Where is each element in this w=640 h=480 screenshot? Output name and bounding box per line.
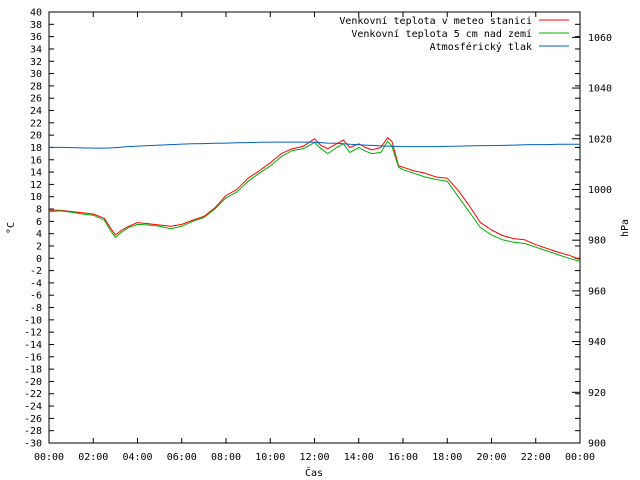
y-tick-label: -28 <box>24 426 42 437</box>
y2-tick-label: 940 <box>588 337 606 348</box>
y-tick-label: 12 <box>30 180 42 191</box>
y-tick-label: -22 <box>24 389 42 400</box>
x-tick-label: 00:00 <box>565 452 595 463</box>
y-axis-label: °C <box>6 222 17 234</box>
series-layer <box>48 137 581 262</box>
series-line-2 <box>49 141 580 149</box>
y-tick-label: -26 <box>24 414 42 425</box>
y-tick-label: 16 <box>30 155 42 166</box>
y2-tick-label: 980 <box>588 236 606 247</box>
y-tick-label: -18 <box>24 365 42 376</box>
y-tick-label: 36 <box>30 32 42 43</box>
x-tick-label: 20:00 <box>476 452 506 463</box>
y-tick-label: 40 <box>30 8 42 19</box>
y2-tick-label: 1000 <box>588 185 612 196</box>
x-tick-label: 02:00 <box>78 452 108 463</box>
legend-label: Atmosférický tlak <box>430 41 532 53</box>
y-tick-label: -6 <box>30 291 42 302</box>
y-tick-label: 10 <box>30 192 42 203</box>
y2-tick-label: 960 <box>588 286 606 297</box>
series-line-1 <box>48 140 581 262</box>
y2-tick-label: 1020 <box>588 134 612 145</box>
x-tick-label: 00:00 <box>34 452 64 463</box>
y-tick-label: -30 <box>24 439 42 450</box>
y2-tick-label: 900 <box>588 439 606 450</box>
y-tick-label: 2 <box>36 241 42 252</box>
x-tick-label: 22:00 <box>521 452 551 463</box>
legend-label: Venkovní teplota v meteo stanici <box>339 15 532 27</box>
y-tick-label: -16 <box>24 352 42 363</box>
y-tick-label: 22 <box>30 118 42 129</box>
y-tick-label: -2 <box>30 266 42 277</box>
y-tick-label: 24 <box>30 106 42 117</box>
x-tick-label: 06:00 <box>167 452 197 463</box>
y-tick-label: 28 <box>30 81 42 92</box>
y2-tick-label: 1040 <box>588 84 612 95</box>
y-tick-label: 20 <box>30 131 42 142</box>
y-tick-label: 6 <box>36 217 42 228</box>
y-tick-label: -12 <box>24 328 42 339</box>
y-tick-label: 38 <box>30 20 42 31</box>
y-tick-label: -14 <box>24 340 42 351</box>
y-tick-label: 4 <box>36 229 42 240</box>
y-tick-label: 26 <box>30 94 42 105</box>
series-line-0 <box>49 137 581 260</box>
y-tick-label: 30 <box>30 69 42 80</box>
legend-label: Venkovní teplota 5 cm nad zemí <box>351 28 532 40</box>
y-tick-label: 34 <box>30 44 42 55</box>
x-tick-label: 14:00 <box>344 452 374 463</box>
y-tick-label: 18 <box>30 143 42 154</box>
x-tick-label: 08:00 <box>211 452 241 463</box>
legend: Venkovní teplota v meteo staniciVenkovní… <box>339 15 569 53</box>
y-tick-label: -10 <box>24 315 42 326</box>
x-tick-label: 16:00 <box>388 452 418 463</box>
y-tick-label: -24 <box>24 402 42 413</box>
y-tick-label: -4 <box>30 278 42 289</box>
axis-layer: -30-28-26-24-22-20-18-16-14-12-10-8-6-4-… <box>24 8 612 464</box>
y-tick-label: 8 <box>36 205 42 216</box>
x-tick-label: 18:00 <box>432 452 462 463</box>
y-tick-label: 32 <box>30 57 42 68</box>
y-tick-label: -20 <box>24 377 42 388</box>
y2-tick-label: 1060 <box>588 33 612 44</box>
y2-tick-label: 920 <box>588 388 606 399</box>
x-tick-label: 04:00 <box>122 452 152 463</box>
y-tick-label: -8 <box>30 303 42 314</box>
x-axis-label: Čas <box>305 466 323 479</box>
y-tick-label: 14 <box>30 168 42 179</box>
y-tick-label: 0 <box>36 254 42 265</box>
x-tick-label: 10:00 <box>255 452 285 463</box>
x-tick-label: 12:00 <box>299 452 329 463</box>
y2-axis-label: hPa <box>620 219 631 237</box>
